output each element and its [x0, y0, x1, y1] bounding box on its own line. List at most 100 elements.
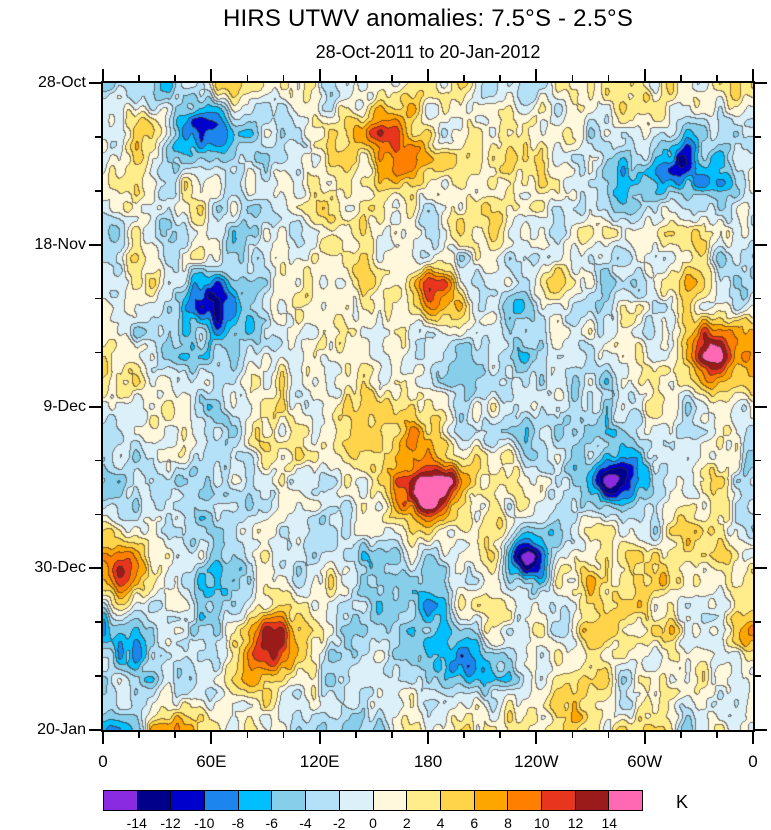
minor-tick-left — [95, 351, 101, 354]
y-tick-label: 9-Dec — [43, 397, 86, 415]
colorbar-patch — [439, 790, 475, 811]
major-tick-left — [89, 729, 101, 731]
colorbar-patch — [540, 790, 576, 811]
colorbar-patch — [170, 790, 206, 811]
minor-tick-top — [680, 75, 682, 81]
major-tick-right — [755, 82, 767, 84]
x-tick-label: 0 — [98, 752, 108, 771]
colorbar-patch — [338, 790, 374, 811]
minor-tick-bottom — [355, 732, 357, 738]
colorbar-patch — [136, 790, 172, 811]
minor-tick-bottom — [680, 732, 682, 738]
minor-tick-left — [95, 190, 101, 192]
minor-tick-right — [755, 513, 761, 516]
minor-tick-top — [246, 75, 249, 81]
minor-tick-top — [174, 75, 176, 81]
major-tick-bottom — [752, 732, 754, 744]
major-tick-bottom — [102, 732, 104, 744]
chart-subtitle: 28-Oct-2011 to 20-Jan-2012 — [315, 42, 541, 62]
colorbar-tick-label: 2 — [402, 815, 411, 830]
major-tick-top — [102, 69, 104, 81]
colorbar-patch — [237, 790, 273, 811]
minor-tick-right — [755, 459, 761, 462]
minor-tick-right — [755, 190, 761, 192]
x-tick-label: 60E — [196, 752, 227, 771]
colorbar-tick-label: -12 — [160, 815, 181, 830]
colorbar-unit-label: K — [676, 792, 689, 812]
minor-tick-bottom — [463, 732, 465, 738]
minor-tick-bottom — [282, 732, 285, 738]
anomaly-field-canvas — [103, 83, 753, 730]
major-tick-bottom — [318, 732, 321, 744]
y-tick-label: 28-Oct — [37, 74, 86, 91]
minor-tick-left — [95, 459, 101, 462]
major-tick-bottom — [643, 732, 646, 744]
colorbar-patch — [372, 790, 408, 811]
minor-tick-left — [95, 297, 101, 300]
minor-tick-left — [95, 136, 101, 138]
minor-tick-top — [282, 75, 285, 81]
minor-tick-top — [391, 75, 393, 81]
minor-tick-bottom — [716, 732, 718, 738]
minor-tick-bottom — [571, 732, 574, 738]
minor-tick-top — [355, 75, 357, 81]
major-tick-right — [755, 405, 767, 408]
colorbar-tick-label: 6 — [470, 815, 479, 830]
minor-tick-bottom — [246, 732, 249, 738]
colorbar-tick-label: 0 — [369, 815, 377, 830]
colorbar-tick-label: 14 — [601, 815, 618, 830]
major-tick-left — [89, 82, 101, 84]
minor-tick-right — [755, 621, 761, 623]
minor-tick-bottom — [499, 732, 501, 738]
x-tick-label: 120W — [514, 752, 559, 771]
minor-tick-right — [755, 351, 761, 354]
y-tick-label: 30-Dec — [34, 559, 86, 577]
colorbar-patch — [507, 790, 542, 811]
major-tick-left — [89, 567, 101, 570]
colorbar-tick-label: 8 — [504, 815, 512, 830]
colorbar-patch — [473, 790, 509, 811]
colorbar-patch — [574, 790, 610, 811]
colorbar-tick-label: -14 — [126, 815, 147, 830]
colorbar-patch — [271, 790, 307, 811]
minor-tick-top — [463, 75, 465, 81]
minor-tick-top — [138, 75, 140, 81]
colorbar-tick-label: -6 — [265, 815, 278, 830]
major-tick-right — [755, 567, 767, 570]
colorbar-patch — [305, 790, 340, 811]
x-tick-label: 180 — [413, 752, 443, 771]
colorbar-tick-label: -4 — [299, 815, 312, 830]
chart-title: HIRS UTWV anomalies: 7.5°S - 2.5°S — [222, 5, 634, 32]
major-tick-top — [643, 69, 646, 81]
minor-tick-top — [571, 75, 574, 81]
x-tick-label: 120E — [299, 752, 340, 771]
major-tick-top — [535, 69, 538, 81]
minor-tick-top — [499, 75, 501, 81]
y-tick-label: 18-Nov — [34, 235, 86, 253]
colorbar-patch — [406, 790, 441, 811]
colorbar-tick-label: -8 — [231, 815, 245, 830]
major-tick-right — [755, 729, 767, 731]
minor-tick-left — [95, 513, 101, 516]
colorbar-patch — [608, 790, 643, 811]
major-tick-bottom — [210, 732, 213, 744]
major-tick-bottom — [535, 732, 538, 744]
major-tick-top — [210, 69, 213, 81]
colorbar-tick-label: -10 — [194, 815, 215, 830]
minor-tick-top — [716, 75, 718, 81]
minor-tick-bottom — [138, 732, 140, 738]
colorbar-tick-label: 12 — [567, 815, 584, 830]
colorbar — [103, 790, 643, 811]
major-tick-top — [318, 69, 321, 81]
x-tick-label: 60W — [627, 752, 663, 771]
minor-tick-right — [755, 675, 761, 677]
major-tick-left — [89, 243, 101, 246]
minor-tick-right — [755, 136, 761, 138]
minor-tick-left — [95, 621, 101, 623]
major-tick-top — [427, 69, 429, 81]
minor-tick-right — [755, 297, 761, 300]
colorbar-tick-label: -2 — [333, 815, 346, 830]
minor-tick-bottom — [174, 732, 176, 738]
plot-area — [89, 69, 767, 744]
colorbar-patch — [103, 790, 138, 811]
